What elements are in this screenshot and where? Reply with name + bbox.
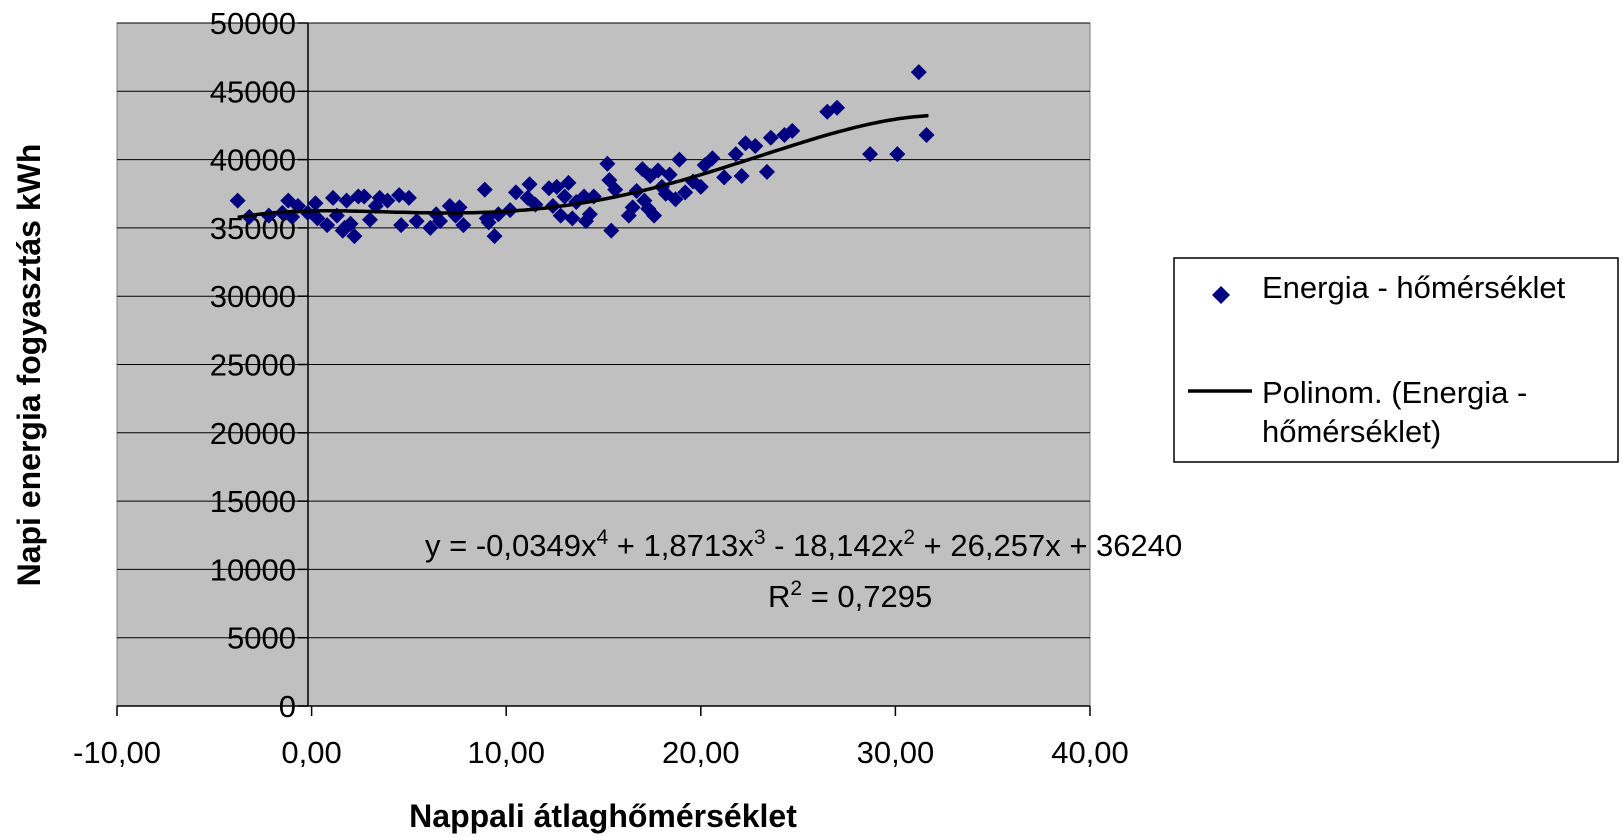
legend-diamond-icon (1212, 286, 1230, 304)
data-point (480, 214, 497, 231)
data-point (889, 146, 906, 163)
legend-trend-label-line2: hőmérséklet) (1262, 414, 1441, 449)
data-point (784, 122, 801, 139)
data-point (677, 184, 694, 201)
data-point (356, 188, 373, 205)
y-tick-label: 30000 (210, 279, 296, 314)
x-tick-label: 30,00 (857, 735, 935, 770)
data-point (393, 217, 410, 234)
data-point (319, 217, 336, 234)
trendline-equation: y = -0,0349x4 + 1,8713x3 - 18,142x2 + 26… (425, 526, 1182, 563)
data-point (607, 181, 624, 198)
data-point (716, 169, 733, 186)
data-point (521, 176, 538, 193)
data-point (346, 228, 363, 245)
legend-box (1173, 257, 1619, 463)
x-tick-labels: -10,00 0,00 10,00 20,00 30,00 40,00 (73, 735, 1129, 770)
data-point (408, 213, 425, 230)
data-point (564, 210, 581, 227)
data-point (422, 219, 439, 236)
data-point (581, 206, 598, 223)
data-point (692, 178, 709, 195)
data-point (733, 167, 750, 184)
data-point (379, 192, 396, 209)
data-point (624, 199, 641, 216)
data-point (862, 146, 879, 163)
data-point (342, 215, 359, 232)
data-point (646, 207, 663, 224)
x-tick-label: 40,00 (1051, 735, 1129, 770)
data-point (560, 174, 577, 191)
x-axis-title: Nappali átlaghőmérséklet (409, 798, 797, 834)
x-tick-label: 0,00 (281, 735, 341, 770)
data-point (918, 127, 935, 144)
x-tick-label: 10,00 (467, 735, 545, 770)
data-point (671, 151, 688, 168)
data-point (325, 189, 342, 206)
x-tick-label: -10,00 (73, 735, 161, 770)
y-tick-label: 20000 (210, 416, 296, 451)
data-point (229, 192, 246, 209)
data-point (747, 137, 764, 154)
data-point (432, 213, 449, 230)
data-point (762, 129, 779, 146)
y-tick-label: 40000 (210, 143, 296, 178)
data-point (603, 222, 620, 239)
y-tick-labels: 0500010000150002000025000300003500040000… (210, 6, 296, 724)
y-tick-label: 15000 (210, 484, 296, 519)
data-point (309, 210, 326, 227)
data-point (455, 217, 472, 234)
data-point (667, 191, 684, 208)
y-tick-label: 5000 (227, 621, 296, 656)
r-squared: R2 = 0,7295 (768, 577, 932, 614)
y-tick-label: 10000 (210, 552, 296, 587)
data-point (361, 211, 378, 228)
data-point (829, 99, 846, 116)
y-tick-label: 50000 (210, 6, 296, 41)
x-tick-label: 20,00 (662, 735, 740, 770)
y-axis-title: Napi energia fogyasztás kWh (11, 144, 47, 587)
y-tick-label: 45000 (210, 74, 296, 109)
data-point (507, 184, 524, 201)
legend-trend-label-line1: Polinom. (Energia - (1262, 375, 1527, 410)
y-tick-label: 0 (279, 689, 296, 724)
data-point (910, 64, 927, 81)
data-point (552, 207, 569, 224)
y-tick-label: 25000 (210, 348, 296, 383)
data-point (556, 188, 573, 205)
data-point (776, 127, 793, 144)
axes (116, 22, 1091, 716)
data-point (758, 163, 775, 180)
data-point (599, 155, 616, 172)
data-point (704, 150, 721, 167)
data-point (307, 195, 324, 212)
trendline (237, 114, 929, 220)
data-point (476, 181, 493, 198)
data-point (486, 228, 503, 245)
gridlines (117, 22, 1090, 639)
data-point (727, 146, 744, 163)
legend: Energia - hőmérséklet Polinom. (Energia … (1173, 257, 1619, 463)
data-point (400, 189, 417, 206)
data-point (661, 166, 678, 183)
legend-scatter-label: Energia - hőmérséklet (1262, 270, 1566, 305)
